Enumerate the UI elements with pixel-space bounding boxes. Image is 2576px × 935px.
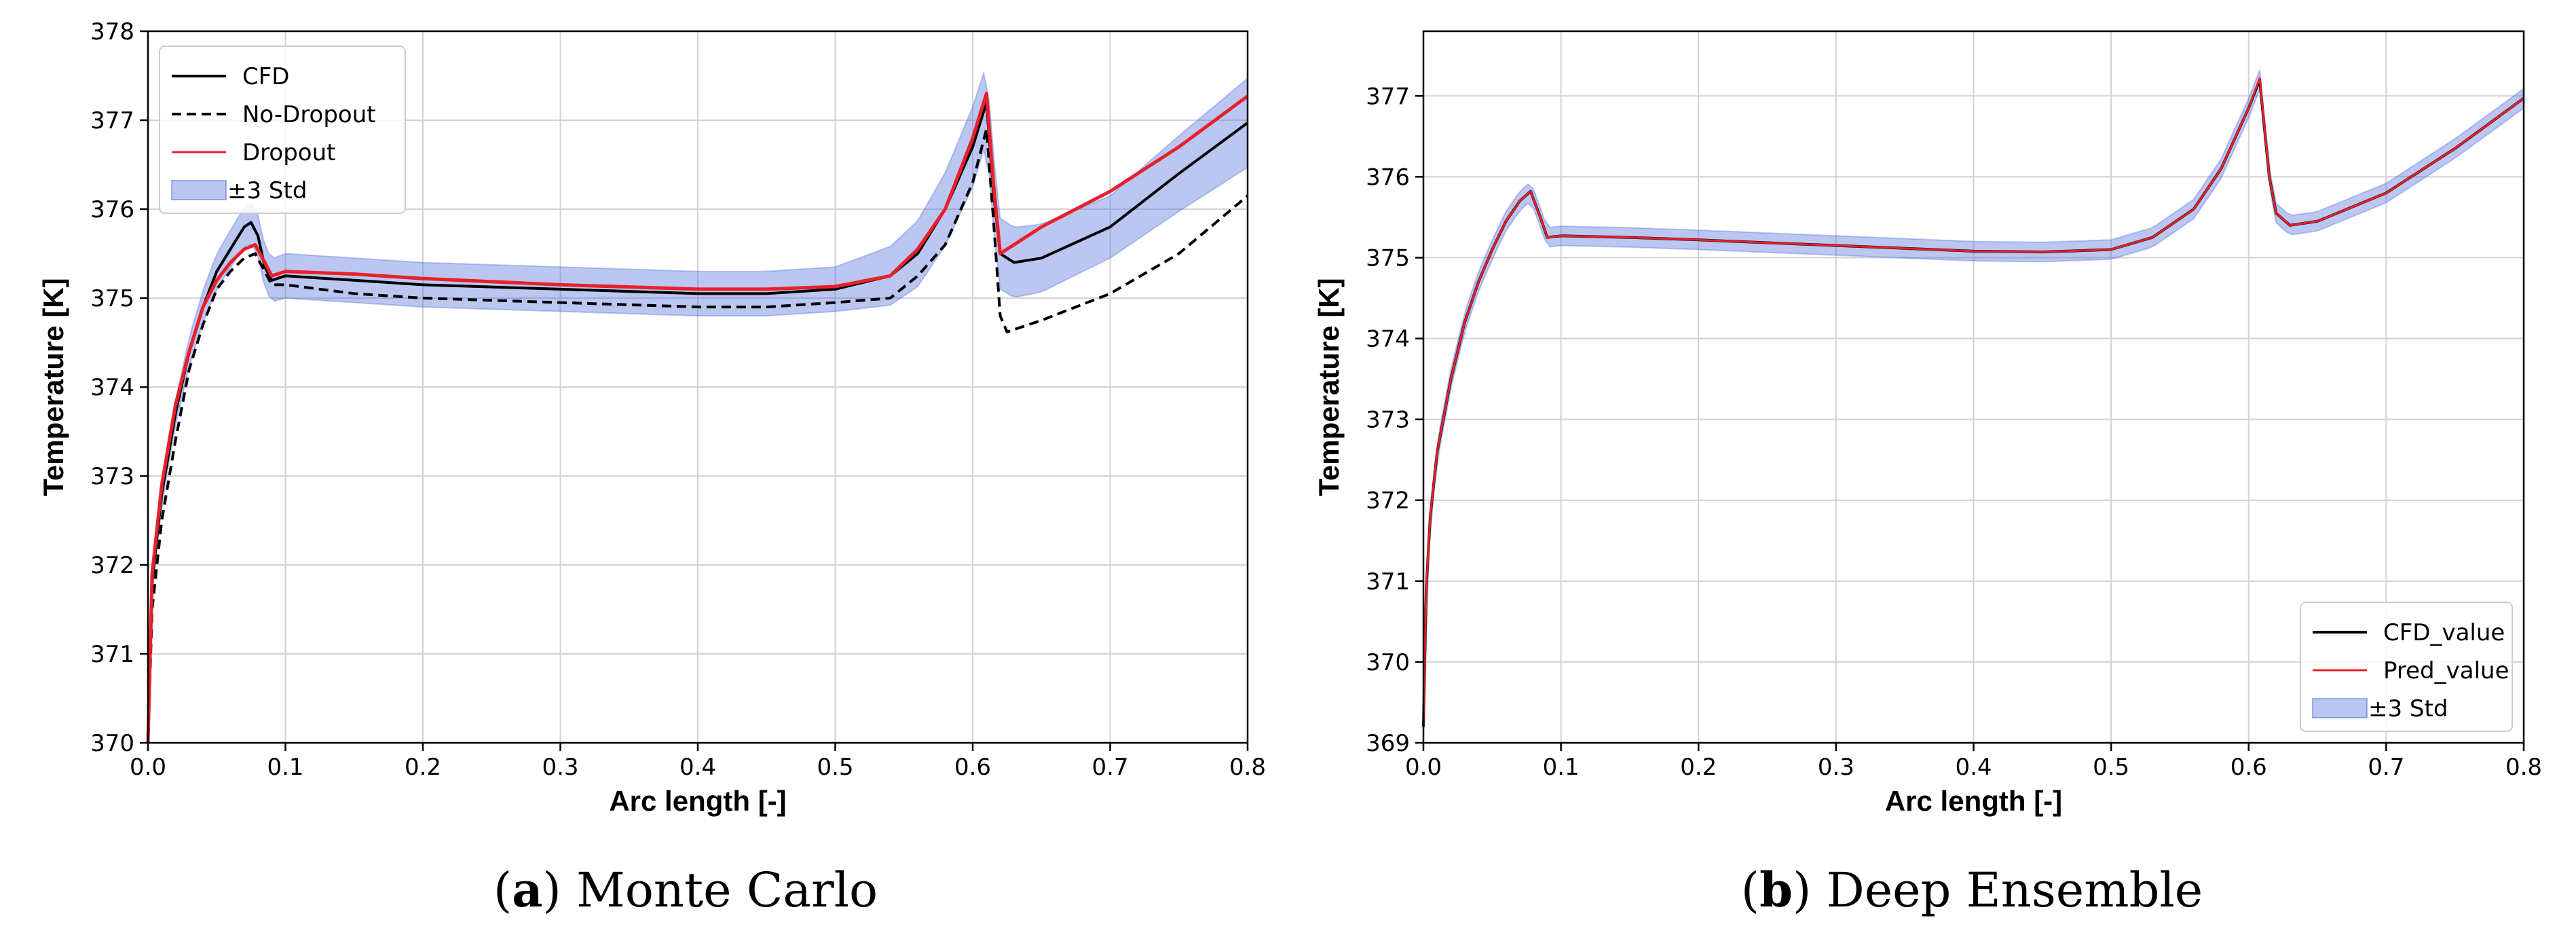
y-tick-label: 369 (1366, 730, 1410, 757)
series-layer (146, 92, 1249, 744)
legend-label: Pred_value (2383, 657, 2509, 684)
x-tick-label: 0.4 (679, 754, 716, 781)
legend-item: No-Dropout (172, 101, 376, 128)
legend-item: CFD (172, 63, 289, 90)
x-axis-label: Arc length [-] (1885, 785, 2062, 817)
x-tick-label: 0.7 (2368, 754, 2404, 781)
y-tick-label: 377 (1366, 83, 1410, 110)
legend-label: No-Dropout (242, 101, 376, 128)
y-tick-label: 376 (90, 196, 134, 223)
x-tick-label: 0.8 (2505, 754, 2542, 781)
y-tick-label: 378 (90, 18, 134, 45)
legend-label: Dropout (242, 139, 335, 166)
x-ticks: 0.0 0.1 0.2 0.3 0.4 0.5 0.6 0.7 0.8 (130, 743, 1266, 781)
x-tick-label: 0.1 (1543, 754, 1580, 781)
legend-item: ±3 Std (2312, 695, 2448, 722)
y-tick-label: 370 (1366, 649, 1410, 676)
y-ticks: 370 371 372 373 374 375 376 377 378 (90, 18, 148, 757)
legend-label: CFD (242, 63, 289, 90)
legend-label: ±3 Std (2368, 695, 2448, 722)
legend-item: ±3 Std (171, 177, 307, 204)
y-tick-label: 372 (1366, 488, 1410, 515)
y-ticks: 369 370 371 372 373 374 375 376 377 (1366, 83, 1423, 757)
x-tick-label: 0.6 (954, 754, 991, 781)
caption-b: (b) Deep Ensemble (1741, 862, 2203, 918)
series-line-pred-value (1422, 77, 2524, 727)
x-tick-label: 0.5 (817, 754, 853, 781)
x-tick-label: 0.5 (2093, 754, 2129, 781)
y-tick-label: 375 (1366, 244, 1410, 272)
y-tick-label: 375 (90, 285, 134, 312)
y-tick-label: 371 (1366, 568, 1410, 595)
y-tick-label: 372 (90, 552, 134, 579)
series-layer (1422, 77, 2525, 727)
y-axis-label: Temperature [K] (37, 278, 69, 496)
x-tick-label: 0.3 (542, 754, 578, 781)
y-tick-label: 370 (90, 730, 134, 757)
x-axis-label: Arc length [-] (609, 785, 786, 817)
legend: CFD No-Dropout Dropout ±3 Std (159, 45, 406, 214)
legend: CFD_value Pred_value ±3 Std (2300, 602, 2513, 732)
legend-label: CFD_value (2383, 619, 2505, 646)
x-tick-label: 0.4 (1955, 754, 1992, 781)
legend-box (159, 45, 406, 214)
legend-label: ±3 Std (227, 177, 307, 204)
x-tick-label: 0.2 (1680, 754, 1717, 781)
x-tick-label: 0.1 (267, 754, 303, 781)
y-tick-label: 376 (1366, 164, 1410, 191)
x-ticks: 0.0 0.1 0.2 0.3 0.4 0.5 0.6 0.7 0.8 (1405, 743, 2542, 781)
legend-item: CFD_value (2313, 619, 2505, 646)
y-tick-label: 374 (90, 374, 134, 401)
x-tick-label: 0.0 (1405, 754, 1442, 781)
legend-item: Dropout (172, 139, 335, 166)
y-tick-label: 371 (90, 641, 134, 668)
series-line-no-dropout (147, 128, 1249, 744)
series-line-dropout (146, 92, 1249, 744)
y-tick-label: 377 (90, 107, 134, 134)
x-tick-label: 0.7 (1091, 754, 1128, 781)
y-axis-label: Temperature [K] (1313, 278, 1345, 496)
y-tick-label: 373 (90, 463, 134, 490)
x-tick-label: 0.6 (2230, 754, 2267, 781)
x-tick-label: 0.0 (130, 754, 166, 781)
caption-a: (a) Monte Carlo (493, 862, 878, 918)
legend-swatch (2312, 698, 2368, 718)
y-tick-label: 374 (1366, 326, 1410, 353)
x-tick-label: 0.2 (405, 754, 441, 781)
chart-panel-a: 0.0 0.1 0.2 0.3 0.4 0.5 0.6 0.7 0.8 370 371 372 373… (37, 18, 1266, 817)
chart-panel-b: 0.0 0.1 0.2 0.3 0.4 0.5 0.6 0.7 0.8 369 370 371 372… (1313, 30, 2542, 817)
x-tick-label: 0.3 (1818, 754, 1854, 781)
x-tick-label: 0.8 (1229, 754, 1266, 781)
legend-item: Pred_value (2313, 657, 2509, 684)
legend-swatch (171, 180, 227, 200)
y-tick-label: 373 (1366, 407, 1410, 434)
